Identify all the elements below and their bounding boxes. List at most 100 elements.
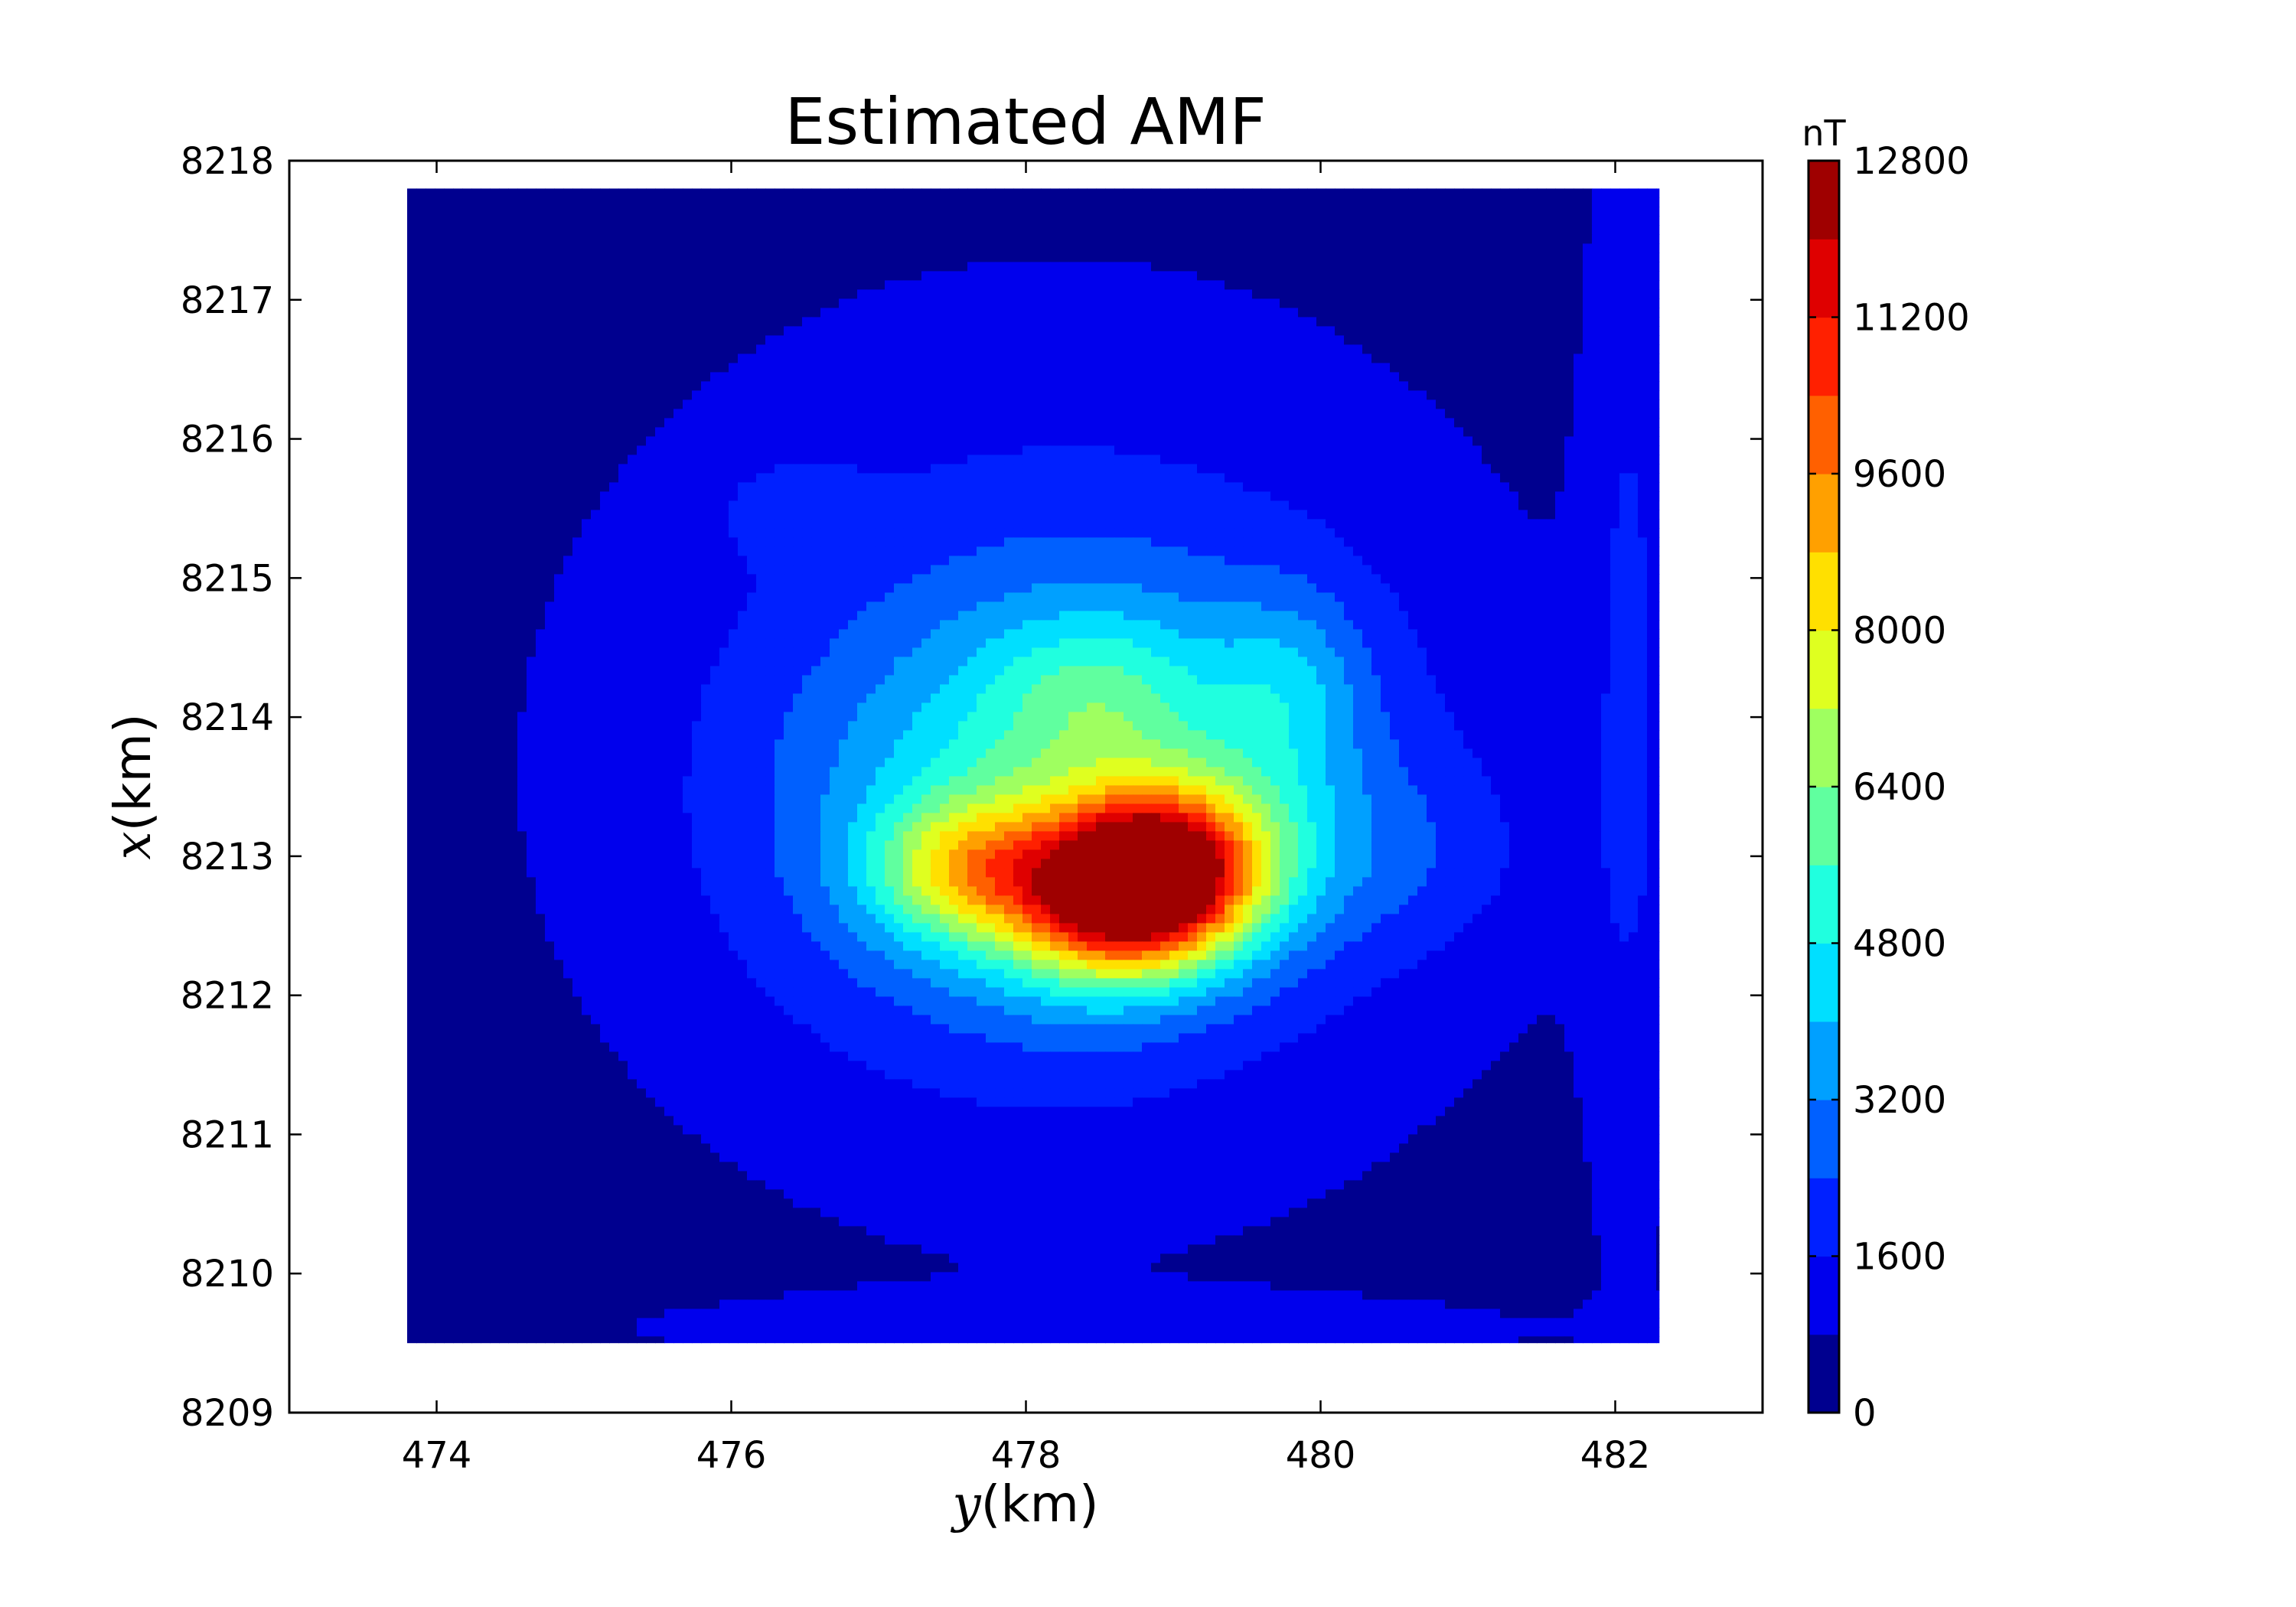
contour-cell: [1114, 225, 1124, 235]
contour-cell: [1656, 262, 1659, 272]
contour-cell: [1518, 225, 1528, 235]
contour-cell: [1087, 473, 1097, 483]
contour-cell: [1179, 271, 1189, 281]
contour-cell: [848, 409, 858, 419]
contour-cell: [1427, 363, 1437, 373]
contour-cell: [1188, 326, 1198, 336]
contour-cell: [811, 381, 821, 391]
contour-cell: [1491, 491, 1501, 501]
contour-cell: [1307, 243, 1317, 253]
contour-cell: [499, 482, 509, 492]
contour-cell: [1013, 354, 1023, 363]
contour-cell: [416, 427, 426, 437]
contour-cell: [1417, 280, 1427, 290]
contour-cell: [572, 381, 582, 391]
contour-cell: [1050, 473, 1060, 483]
contour-cell: [1445, 418, 1455, 428]
contour-cell: [1454, 445, 1464, 455]
contour-cell: [1068, 455, 1078, 464]
contour-cell: [1013, 234, 1023, 244]
contour-cell: [1656, 464, 1659, 474]
contour-cell: [940, 436, 950, 446]
contour-cell: [765, 317, 775, 327]
contour-cell: [1528, 216, 1538, 226]
contour-cell: [1399, 436, 1409, 446]
contour-cell: [1629, 317, 1639, 327]
contour-cell: [490, 234, 500, 244]
contour-cell: [499, 464, 509, 474]
contour-cell: [637, 280, 647, 290]
contour-cell: [572, 188, 582, 198]
contour-cell: [1592, 510, 1602, 520]
contour-cell: [1004, 510, 1014, 520]
contour-cell: [1041, 298, 1051, 308]
contour-cell: [1427, 418, 1437, 428]
contour-cell: [949, 234, 959, 244]
contour-cell: [481, 381, 491, 391]
contour-cell: [1078, 280, 1088, 290]
contour-cell: [1619, 445, 1629, 455]
contour-cell: [1564, 464, 1574, 474]
contour-cell: [811, 390, 821, 400]
contour-cell: [1059, 482, 1069, 492]
contour-cell: [977, 335, 987, 345]
contour-cell: [1344, 510, 1354, 520]
contour-cell: [628, 253, 638, 262]
contour-cell: [1234, 464, 1244, 474]
contour-cell: [775, 473, 784, 483]
contour-cell: [1417, 473, 1427, 483]
contour-cell: [1206, 280, 1216, 290]
contour-cell: [490, 243, 500, 253]
contour-cell: [1032, 464, 1042, 474]
contour-cell: [1252, 262, 1262, 272]
contour-cell: [811, 436, 821, 446]
contour-cell: [1124, 335, 1133, 345]
contour-cell: [1408, 271, 1418, 281]
contour-cell: [912, 234, 922, 244]
contour-cell: [756, 344, 766, 354]
contour-cell: [830, 335, 840, 345]
contour-cell: [1270, 197, 1280, 207]
contour-cell: [1546, 188, 1556, 198]
contour-cell: [710, 455, 720, 464]
contour-cell: [784, 354, 794, 363]
contour-cell: [756, 188, 766, 198]
contour-cell: [1656, 473, 1659, 483]
contour-cell: [453, 234, 463, 244]
contour-cell: [471, 500, 481, 510]
contour-cell: [600, 326, 610, 336]
contour-cell: [839, 510, 849, 520]
contour-cell: [1326, 207, 1336, 217]
contour-cell: [949, 344, 959, 354]
contour-cell: [1307, 482, 1317, 492]
contour-cell: [811, 326, 821, 336]
contour-cell: [802, 363, 812, 373]
contour-cell: [1417, 271, 1427, 281]
contour-cell: [1059, 344, 1069, 354]
contour-cell: [453, 363, 463, 373]
contour-cell: [646, 464, 656, 474]
contour-cell: [701, 473, 711, 483]
contour-cell: [1179, 207, 1189, 217]
contour-cell: [655, 197, 665, 207]
contour-cell: [1353, 473, 1363, 483]
contour-cell: [481, 280, 491, 290]
contour-cell: [811, 519, 821, 529]
contour-cell: [1124, 381, 1133, 391]
contour-cell: [1133, 363, 1143, 373]
contour-cell: [1078, 207, 1088, 217]
contour-cell: [628, 491, 638, 501]
contour-cell: [508, 491, 518, 501]
contour-cell: [1197, 418, 1207, 428]
contour-cell: [591, 197, 601, 207]
contour-cell: [1537, 455, 1547, 464]
contour-cell: [967, 445, 977, 455]
contour-cell: [1528, 197, 1538, 207]
contour-cell: [1225, 427, 1234, 437]
contour-cell: [1344, 409, 1354, 419]
contour-cell: [664, 390, 674, 400]
contour-cell: [554, 399, 564, 409]
contour-cell: [1004, 271, 1014, 281]
contour-cell: [1656, 234, 1659, 244]
contour-cell: [563, 216, 573, 226]
